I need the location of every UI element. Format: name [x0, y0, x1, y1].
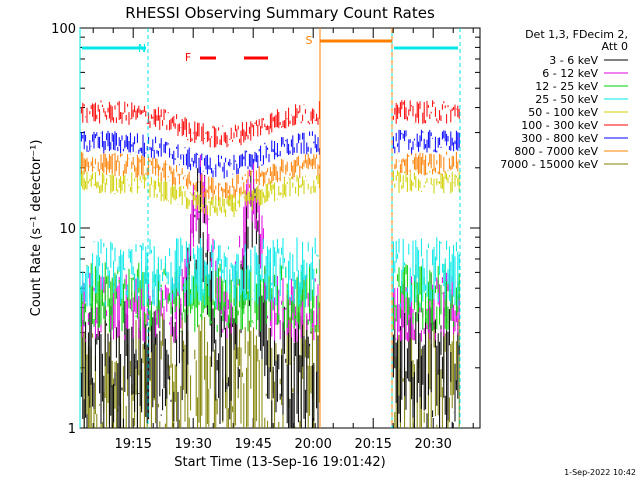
legend-label: 7000 - 15000 keV — [500, 158, 598, 171]
y-axis-ticks: 1 10 100 — [51, 22, 480, 437]
x-axis-ticks: 19:15 19:30 19:45 20:00 20:15 20:30 — [92, 28, 474, 452]
legend-header-line-2: Att 0 — [602, 40, 628, 53]
annotation-flare-flag: F — [185, 51, 191, 64]
series-100-300-keV-trace — [79, 100, 460, 148]
y-axis-label: Count Rate (s⁻¹ detector⁻¹) — [29, 140, 44, 317]
series-segment — [79, 170, 320, 218]
series-300-800-keV-trace — [79, 129, 460, 179]
x-tick-label: 20:00 — [294, 437, 331, 452]
y-tick-label: 10 — [59, 222, 76, 237]
legend-label: 12 - 25 keV — [535, 80, 598, 93]
generation-date-stamp: 1-Sep-2022 10:42 — [564, 468, 636, 477]
x-tick-label: 19:45 — [234, 437, 271, 452]
series-segment — [391, 129, 460, 154]
x-tick-label: 20:15 — [354, 437, 391, 452]
legend-label: 100 - 300 keV — [521, 119, 598, 132]
x-tick-label: 19:15 — [114, 437, 151, 452]
series-7000-15000-keV-trace — [79, 313, 460, 428]
x-tick-label: 20:30 — [414, 437, 451, 452]
series-12-25-keV-trace — [79, 262, 460, 333]
series-traces — [79, 100, 460, 428]
legend-label: 3 - 6 keV — [549, 54, 598, 67]
chart-title: RHESSI Observing Summary Count Rates — [125, 4, 435, 22]
series-3-6-keV-trace — [79, 168, 460, 428]
overlay-markers: N F S — [79, 28, 461, 428]
y-tick-label: 1 — [68, 422, 76, 437]
legend-header-line-1: Det 1,3, FDecim 2, — [525, 28, 628, 41]
annotation-SAA: S — [306, 34, 313, 47]
legend-label: 6 - 12 keV — [542, 67, 598, 80]
legend-label: 800 - 7000 keV — [514, 145, 598, 158]
x-axis-label: Start Time (13-Sep-16 19:01:42) — [174, 455, 385, 470]
x-tick-label: 19:30 — [174, 437, 211, 452]
legend-label: 50 - 100 keV — [528, 106, 598, 119]
series-800-7000-keV-trace — [79, 151, 460, 201]
series-segment — [391, 151, 460, 176]
series-segment — [391, 100, 460, 124]
series-25-50-keV-trace — [79, 237, 460, 308]
y-tick-label: 100 — [51, 22, 76, 37]
series-50-100-keV-trace — [79, 170, 460, 218]
series-6-12-keV-trace — [79, 154, 460, 343]
legend-label: 25 - 50 keV — [535, 93, 598, 106]
legend-label: 300 - 800 keV — [521, 132, 598, 145]
annotation-night: N — [138, 42, 146, 55]
